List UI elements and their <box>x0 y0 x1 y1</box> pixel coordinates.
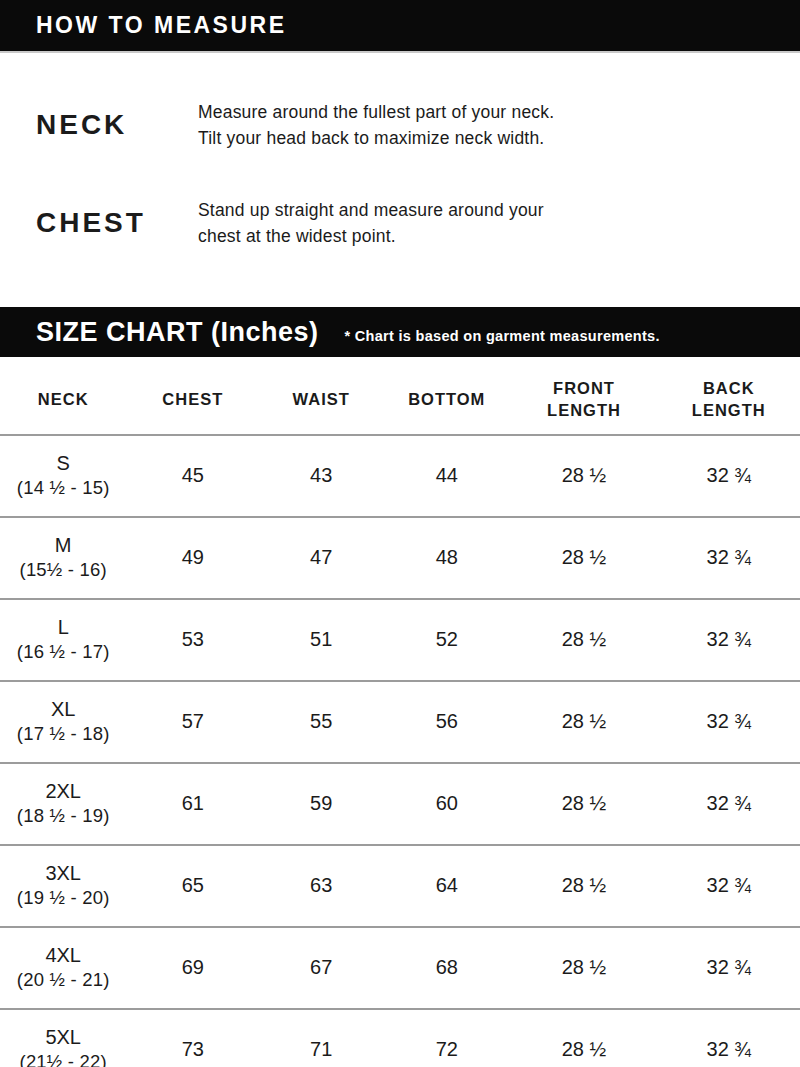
front-length-value: 28 ½ <box>510 1009 657 1067</box>
table-row-s: S (14 ½ - 15) 45 43 44 28 ½ 32 ¾ <box>0 435 800 517</box>
column-header-bottom: BOTTOM <box>383 357 510 435</box>
size-range: (18 ½ - 19) <box>0 804 126 828</box>
front-length-value: 28 ½ <box>510 927 657 1009</box>
size-cell: S (14 ½ - 15) <box>0 435 126 517</box>
chest-value: 57 <box>126 681 259 763</box>
how-to-measure-section: NECK Measure around the fullest part of … <box>0 53 800 307</box>
front-length-value: 28 ½ <box>510 599 657 681</box>
size-range: (19 ½ - 20) <box>0 886 126 910</box>
waist-value: 59 <box>259 763 383 845</box>
size-range: (15½ - 16) <box>0 558 126 582</box>
front-length-value: 28 ½ <box>510 763 657 845</box>
measure-row-neck: NECK Measure around the fullest part of … <box>36 99 780 151</box>
measure-term-chest: CHEST <box>36 207 198 239</box>
bottom-value: 64 <box>383 845 510 927</box>
measure-term-neck: NECK <box>36 109 198 141</box>
how-to-measure-title: HOW TO MEASURE <box>36 12 287 39</box>
header-row: NECK CHEST WAIST BOTTOM FRONT LENGTH BAC… <box>0 357 800 435</box>
chest-value: 73 <box>126 1009 259 1067</box>
measure-description-neck: Measure around the fullest part of your … <box>198 99 780 151</box>
waist-value: 71 <box>259 1009 383 1067</box>
size-chart-header: NECK CHEST WAIST BOTTOM FRONT LENGTH BAC… <box>0 357 800 435</box>
bottom-value: 44 <box>383 435 510 517</box>
chest-value: 45 <box>126 435 259 517</box>
size-range: (21½ - 22) <box>0 1050 126 1067</box>
chest-value: 53 <box>126 599 259 681</box>
column-header-front-length: FRONT LENGTH <box>510 357 657 435</box>
chest-value: 61 <box>126 763 259 845</box>
size-chart-banner: SIZE CHART (Inches) * Chart is based on … <box>0 307 800 357</box>
size-chart-table: NECK CHEST WAIST BOTTOM FRONT LENGTH BAC… <box>0 357 800 1067</box>
bottom-value: 56 <box>383 681 510 763</box>
back-length-value: 32 ¾ <box>658 763 800 845</box>
measure-row-chest: CHEST Stand up straight and measure arou… <box>36 197 780 249</box>
chest-value: 69 <box>126 927 259 1009</box>
bottom-value: 52 <box>383 599 510 681</box>
size-cell: 5XL (21½ - 22) <box>0 1009 126 1067</box>
size-label: 2XL <box>0 779 126 804</box>
front-length-value: 28 ½ <box>510 845 657 927</box>
waist-value: 51 <box>259 599 383 681</box>
size-cell: M (15½ - 16) <box>0 517 126 599</box>
size-chart-body: S (14 ½ - 15) 45 43 44 28 ½ 32 ¾ M (15½ … <box>0 435 800 1067</box>
waist-value: 47 <box>259 517 383 599</box>
bottom-value: 72 <box>383 1009 510 1067</box>
back-length-value: 32 ¾ <box>658 1009 800 1067</box>
size-label: M <box>0 533 126 558</box>
back-length-value: 32 ¾ <box>658 927 800 1009</box>
bottom-value: 68 <box>383 927 510 1009</box>
waist-value: 43 <box>259 435 383 517</box>
table-row-5xl: 5XL (21½ - 22) 73 71 72 28 ½ 32 ¾ <box>0 1009 800 1067</box>
table-row-m: M (15½ - 16) 49 47 48 28 ½ 32 ¾ <box>0 517 800 599</box>
back-length-value: 32 ¾ <box>658 517 800 599</box>
size-label: L <box>0 615 126 640</box>
size-label: 5XL <box>0 1025 126 1050</box>
back-length-value: 32 ¾ <box>658 845 800 927</box>
table-row-2xl: 2XL (18 ½ - 19) 61 59 60 28 ½ 32 ¾ <box>0 763 800 845</box>
chest-value: 49 <box>126 517 259 599</box>
size-cell: XL (17 ½ - 18) <box>0 681 126 763</box>
measure-description-chest: Stand up straight and measure around you… <box>198 197 780 249</box>
size-label: 3XL <box>0 861 126 886</box>
chest-value: 65 <box>126 845 259 927</box>
size-chart-note: * Chart is based on garment measurements… <box>345 328 660 344</box>
size-cell: 4XL (20 ½ - 21) <box>0 927 126 1009</box>
bottom-value: 48 <box>383 517 510 599</box>
back-length-value: 32 ¾ <box>658 599 800 681</box>
size-label: 4XL <box>0 943 126 968</box>
size-label: XL <box>0 697 126 722</box>
column-header-back-length: BACK LENGTH <box>658 357 800 435</box>
front-length-value: 28 ½ <box>510 517 657 599</box>
table-row-xl: XL (17 ½ - 18) 57 55 56 28 ½ 32 ¾ <box>0 681 800 763</box>
how-to-measure-banner: HOW TO MEASURE <box>0 0 800 53</box>
size-label: S <box>0 451 126 476</box>
waist-value: 67 <box>259 927 383 1009</box>
table-row-4xl: 4XL (20 ½ - 21) 69 67 68 28 ½ 32 ¾ <box>0 927 800 1009</box>
back-length-value: 32 ¾ <box>658 435 800 517</box>
size-range: (20 ½ - 21) <box>0 968 126 992</box>
column-header-waist: WAIST <box>259 357 383 435</box>
size-range: (17 ½ - 18) <box>0 722 126 746</box>
back-length-value: 32 ¾ <box>658 681 800 763</box>
size-range: (16 ½ - 17) <box>0 640 126 664</box>
waist-value: 55 <box>259 681 383 763</box>
size-range: (14 ½ - 15) <box>0 476 126 500</box>
table-row-l: L (16 ½ - 17) 53 51 52 28 ½ 32 ¾ <box>0 599 800 681</box>
column-header-chest: CHEST <box>126 357 259 435</box>
size-cell: 2XL (18 ½ - 19) <box>0 763 126 845</box>
front-length-value: 28 ½ <box>510 681 657 763</box>
front-length-value: 28 ½ <box>510 435 657 517</box>
table-row-3xl: 3XL (19 ½ - 20) 65 63 64 28 ½ 32 ¾ <box>0 845 800 927</box>
size-cell: L (16 ½ - 17) <box>0 599 126 681</box>
size-chart-title: SIZE CHART (Inches) <box>36 317 319 348</box>
column-header-neck: NECK <box>0 357 126 435</box>
size-cell: 3XL (19 ½ - 20) <box>0 845 126 927</box>
bottom-value: 60 <box>383 763 510 845</box>
waist-value: 63 <box>259 845 383 927</box>
